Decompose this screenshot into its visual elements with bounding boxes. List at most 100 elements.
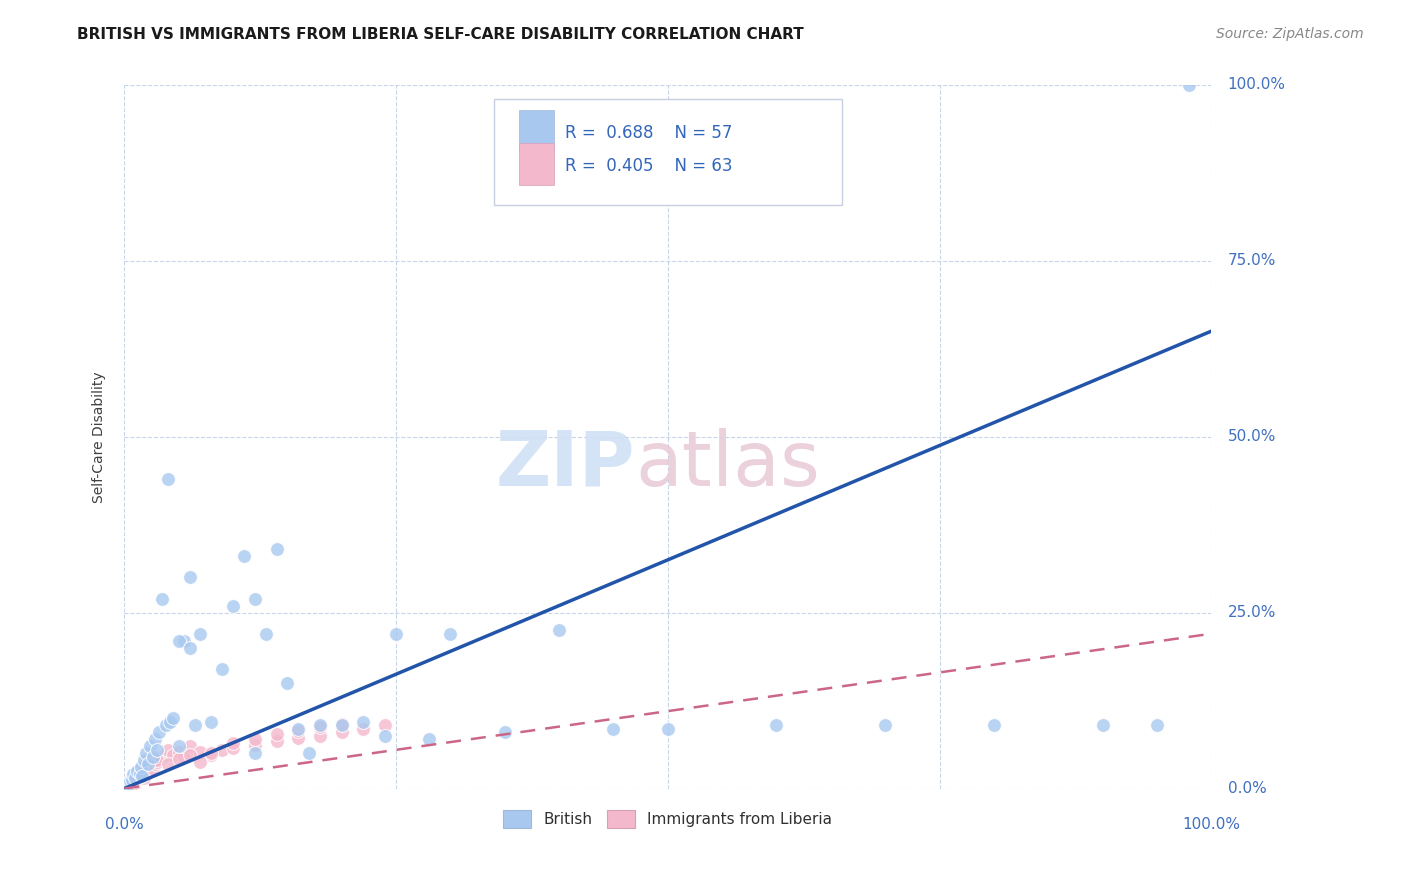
Point	[232, 549, 254, 564]
Point	[129, 764, 152, 778]
Text: R =  0.688    N = 57: R = 0.688 N = 57	[565, 124, 733, 142]
Point	[494, 725, 516, 739]
Point	[173, 750, 195, 764]
Point	[173, 633, 195, 648]
Point	[385, 626, 408, 640]
Point	[276, 676, 298, 690]
Point	[200, 714, 222, 729]
Point	[167, 739, 190, 754]
Point	[330, 716, 353, 731]
Y-axis label: Self-Care Disability: Self-Care Disability	[93, 371, 107, 502]
Point	[115, 779, 138, 793]
Point	[142, 750, 165, 764]
Point	[222, 740, 245, 755]
Point	[243, 738, 266, 752]
Point	[298, 747, 321, 761]
Point	[142, 762, 165, 776]
Point	[148, 725, 170, 739]
Point	[124, 771, 146, 785]
Point	[122, 770, 145, 784]
FancyBboxPatch shape	[494, 99, 842, 204]
Point	[309, 718, 332, 732]
Point	[243, 747, 266, 761]
Point	[330, 718, 353, 732]
Point	[132, 771, 155, 785]
Point	[143, 732, 166, 747]
Point	[118, 776, 141, 790]
Point	[1178, 78, 1201, 92]
Point	[117, 778, 139, 792]
Point	[115, 778, 138, 792]
Point	[200, 747, 222, 762]
Point	[190, 745, 212, 759]
Point	[222, 599, 245, 613]
Point	[243, 732, 266, 747]
Point	[211, 662, 233, 676]
Point	[765, 718, 787, 732]
Point	[287, 722, 309, 736]
Point	[330, 725, 353, 739]
Point	[1146, 718, 1168, 732]
Point	[118, 775, 141, 789]
Point	[117, 778, 139, 792]
Text: ZIP: ZIP	[496, 428, 636, 502]
Text: 75.0%: 75.0%	[1227, 253, 1275, 268]
Point	[167, 745, 190, 759]
Point	[121, 773, 143, 788]
Point	[353, 722, 375, 736]
Point	[131, 769, 153, 783]
Legend: British, Immigrants from Liberia: British, Immigrants from Liberia	[498, 804, 838, 834]
Point	[118, 774, 141, 789]
Point	[179, 570, 201, 584]
Point	[190, 626, 212, 640]
Point	[127, 767, 149, 781]
Point	[124, 776, 146, 790]
Point	[152, 591, 174, 606]
Point	[155, 718, 177, 732]
Point	[254, 626, 277, 640]
Point	[129, 760, 152, 774]
Point	[128, 767, 150, 781]
Text: 100.0%: 100.0%	[1182, 817, 1240, 831]
Point	[439, 626, 461, 640]
Point	[139, 739, 162, 754]
Point	[122, 771, 145, 785]
FancyBboxPatch shape	[519, 144, 554, 185]
Point	[121, 775, 143, 789]
Text: atlas: atlas	[636, 428, 820, 502]
Point	[657, 722, 679, 736]
Point	[167, 752, 190, 766]
Point	[266, 726, 288, 740]
Point	[135, 760, 157, 774]
Point	[121, 772, 143, 786]
Point	[120, 777, 142, 791]
Text: BRITISH VS IMMIGRANTS FROM LIBERIA SELF-CARE DISABILITY CORRELATION CHART: BRITISH VS IMMIGRANTS FROM LIBERIA SELF-…	[77, 27, 804, 42]
Point	[602, 722, 624, 736]
Text: Source: ZipAtlas.com: Source: ZipAtlas.com	[1216, 27, 1364, 41]
Point	[184, 718, 207, 732]
Point	[146, 743, 169, 757]
Point	[287, 723, 309, 738]
Text: R =  0.405    N = 63: R = 0.405 N = 63	[565, 157, 733, 175]
Point	[179, 739, 201, 754]
Point	[309, 729, 332, 743]
Point	[179, 640, 201, 655]
Text: 100.0%: 100.0%	[1227, 78, 1285, 93]
Point	[139, 759, 162, 773]
Point	[179, 747, 201, 762]
Point	[190, 755, 212, 769]
Point	[374, 718, 396, 732]
Point	[152, 750, 174, 764]
Text: 25.0%: 25.0%	[1227, 605, 1275, 620]
Point	[222, 736, 245, 750]
Point	[132, 767, 155, 781]
Point	[114, 780, 136, 794]
Point	[167, 633, 190, 648]
Point	[143, 756, 166, 771]
Point	[122, 774, 145, 789]
Point	[132, 753, 155, 767]
Point	[548, 624, 571, 638]
Point	[211, 743, 233, 757]
Point	[122, 767, 145, 781]
Point	[983, 718, 1005, 732]
